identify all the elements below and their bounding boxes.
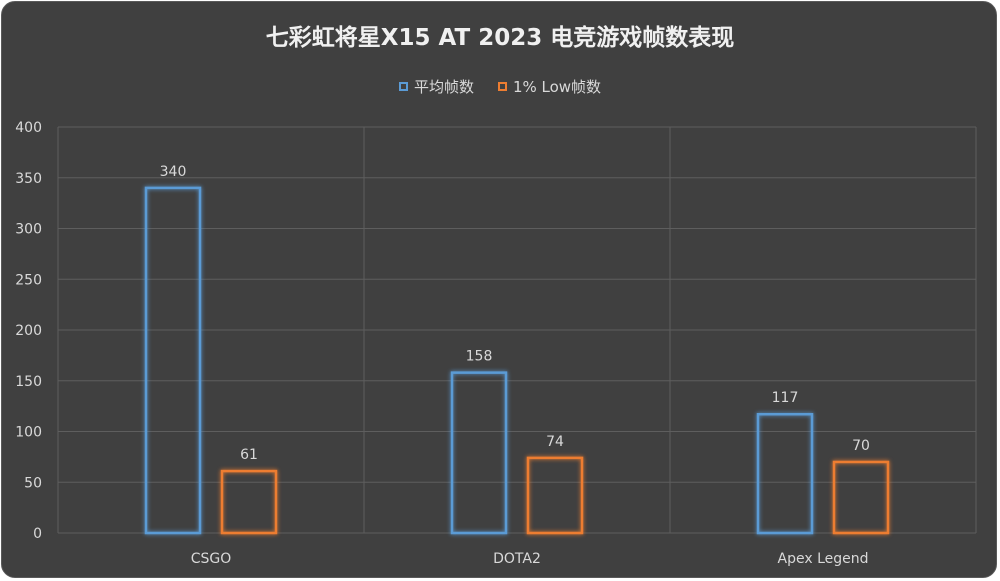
chart-title: 七彩虹将星X15 AT 2023 电竞游戏帧数表现 (265, 25, 735, 51)
data-label: 117 (772, 390, 799, 406)
bar-avg (450, 371, 508, 535)
legend-swatch-low (497, 82, 507, 91)
bar-avg (756, 412, 814, 535)
y-tick-label: 100 (15, 425, 42, 441)
data-label: 74 (546, 434, 564, 450)
bar-avg (144, 186, 202, 535)
y-tick-label: 50 (24, 475, 42, 491)
y-tick-label: 0 (33, 526, 42, 542)
x-tick-label: DOTA2 (493, 551, 541, 567)
bar-low (220, 469, 278, 535)
y-tick-label: 350 (15, 171, 42, 187)
data-label: 340 (160, 164, 187, 180)
legend-label-avg: 平均帧数 (413, 78, 474, 96)
legend-item-low: 1% Low帧数 (497, 76, 602, 97)
y-tick-label: 150 (15, 374, 42, 390)
legend-item-avg: 平均帧数 (398, 76, 474, 97)
y-tick-label: 400 (15, 120, 42, 136)
x-tick-label: CSGO (191, 551, 232, 567)
chart-legend: 平均帧数 1% Low帧数 (0, 76, 1000, 97)
data-label: 158 (466, 349, 493, 365)
data-label: 61 (240, 447, 258, 463)
bar-low (832, 460, 890, 535)
y-tick-label: 300 (15, 222, 42, 238)
y-tick-label: 250 (15, 272, 42, 288)
legend-swatch-avg (398, 82, 408, 91)
data-label: 70 (852, 438, 870, 454)
x-tick-label: Apex Legend (778, 551, 869, 567)
legend-label-low: 1% Low帧数 (512, 78, 602, 96)
y-tick-label: 200 (15, 323, 42, 339)
bar-low (526, 456, 584, 535)
